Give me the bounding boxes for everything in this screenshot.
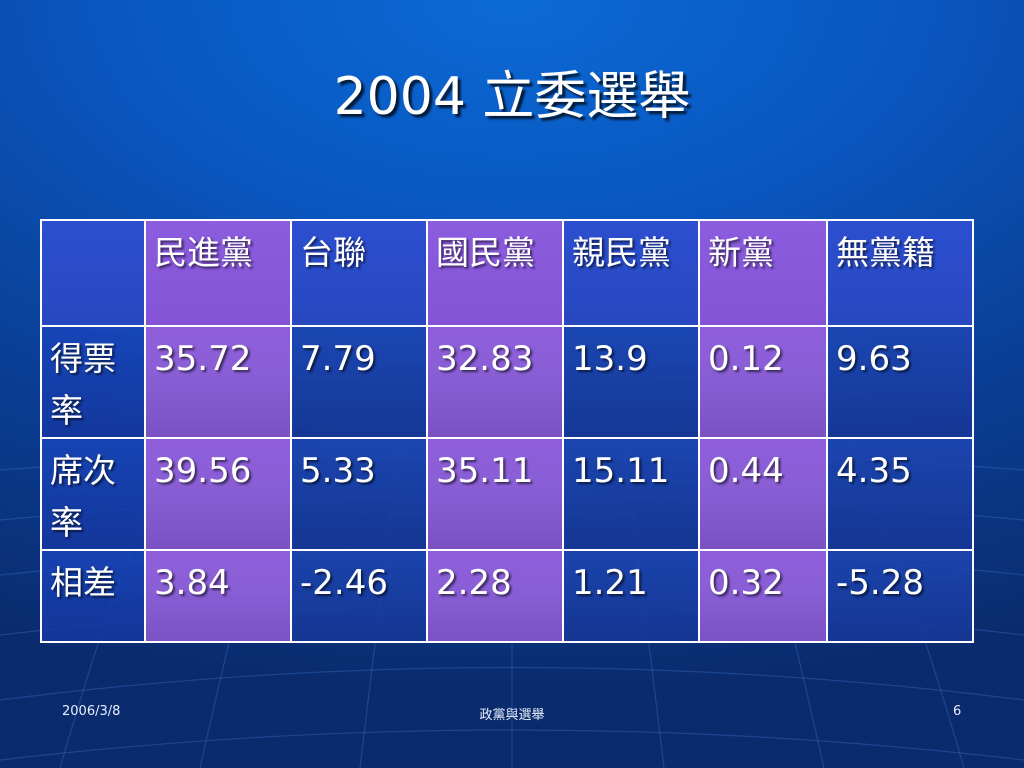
results-table-container: 民進黨 台聯 國民黨 親民黨 新黨 無黨籍 得票率 35.72 7.79 32.… (40, 219, 974, 643)
table-row: 相差 3.84 -2.46 2.28 1.21 0.32 -5.28 (40, 549, 974, 643)
table-cell: 4.35 (826, 437, 974, 551)
table-cell: 9.63 (826, 325, 974, 439)
slide-title: 2004 立委選舉 (333, 67, 691, 127)
table-cell: -2.46 (290, 549, 428, 643)
table-cell: 0.32 (698, 549, 828, 643)
table-cell: -5.28 (826, 549, 974, 643)
table-cell: 1.21 (562, 549, 700, 643)
table-header-dpp: 民進黨 (144, 219, 292, 327)
page-number: 6 (953, 704, 962, 719)
row-label-seat-share: 席次率 (40, 437, 146, 551)
table-row: 席次率 39.56 5.33 35.11 15.11 0.44 4.35 (40, 437, 974, 551)
table-cell: 5.33 (290, 437, 428, 551)
table-cell: 0.12 (698, 325, 828, 439)
table-cell: 32.83 (426, 325, 564, 439)
table-header-row: 民進黨 台聯 國民黨 親民黨 新黨 無黨籍 (40, 219, 974, 327)
table-cell: 39.56 (144, 437, 292, 551)
footer-date: 2006/3/8 (62, 704, 121, 719)
footer-title: 政黨與選舉 (479, 708, 545, 723)
row-label-vote-share: 得票率 (40, 325, 146, 439)
table-cell: 0.44 (698, 437, 828, 551)
table-header-pfp: 親民黨 (562, 219, 700, 327)
table-cell: 35.11 (426, 437, 564, 551)
table-cell: 7.79 (290, 325, 428, 439)
table-cell: 35.72 (144, 325, 292, 439)
table-cell: 13.9 (562, 325, 700, 439)
table-header-corner (40, 219, 146, 327)
table-header-independent: 無黨籍 (826, 219, 974, 327)
table-header-np: 新黨 (698, 219, 828, 327)
table-row: 得票率 35.72 7.79 32.83 13.9 0.12 9.63 (40, 325, 974, 439)
row-label-difference: 相差 (40, 549, 146, 643)
table-header-kmt: 國民黨 (426, 219, 564, 327)
election-results-table: 民進黨 台聯 國民黨 親民黨 新黨 無黨籍 得票率 35.72 7.79 32.… (40, 219, 974, 643)
table-header-tsu: 台聯 (290, 219, 428, 327)
table-cell: 15.11 (562, 437, 700, 551)
table-cell: 3.84 (144, 549, 292, 643)
table-cell: 2.28 (426, 549, 564, 643)
